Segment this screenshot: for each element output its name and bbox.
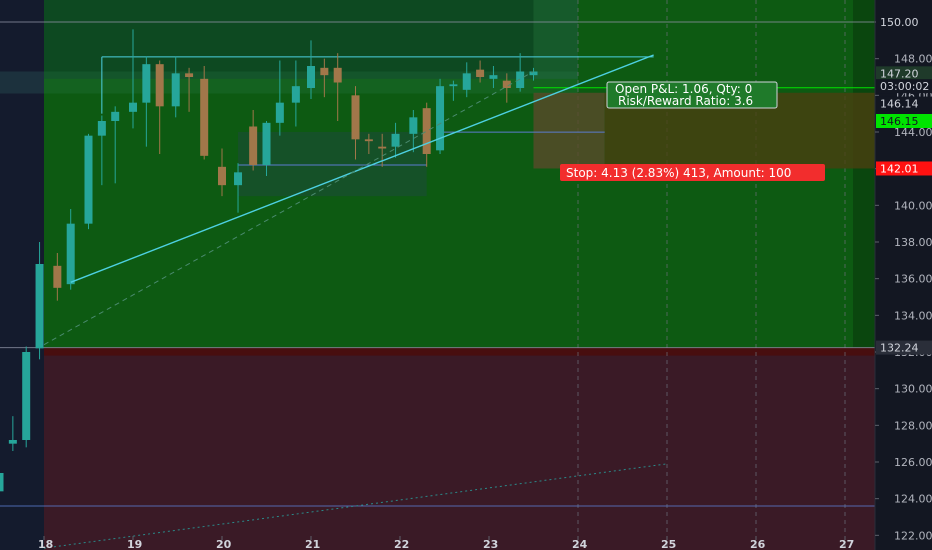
date-tick-label: 25 xyxy=(661,538,676,550)
price-tick-label: 144.00 xyxy=(894,126,932,139)
date-tick-label: 22 xyxy=(394,538,409,550)
candle-body xyxy=(129,102,137,112)
candle-body xyxy=(489,75,498,79)
left-band xyxy=(0,71,44,94)
trendline[interactable] xyxy=(70,54,654,283)
candle-body xyxy=(333,67,342,83)
price-label-bg xyxy=(876,340,932,355)
candle-body xyxy=(66,223,75,285)
candle-body xyxy=(200,78,209,156)
price-label-bg xyxy=(876,96,932,111)
price-tick-label: 122.00 xyxy=(894,529,932,542)
price-tick-label: 136.00 xyxy=(894,273,932,286)
candle-body xyxy=(320,67,329,76)
date-tick-label: 19 xyxy=(127,538,142,550)
price-tick-label: 140.00 xyxy=(894,199,932,212)
candle-body xyxy=(185,73,194,77)
candle-body xyxy=(516,71,525,88)
price-label-bg xyxy=(876,114,932,128)
candle-body xyxy=(0,473,4,492)
date-tick-label: 24 xyxy=(572,538,588,550)
candle-body xyxy=(378,146,387,149)
range-box-highlight xyxy=(533,0,578,79)
candle-body xyxy=(22,352,31,440)
trendline[interactable] xyxy=(43,71,534,346)
position-risk-area[interactable] xyxy=(533,92,605,169)
price-label: 132.24 xyxy=(880,342,919,355)
candle-body xyxy=(249,126,258,165)
price-axis[interactable]: 122.00124.00126.00128.00130.00132.00134.… xyxy=(874,0,932,550)
price-label: 142.01 xyxy=(880,162,919,175)
price-label: 146.15 xyxy=(880,115,919,128)
pnl-label-box xyxy=(606,81,778,109)
candle-body xyxy=(391,133,400,147)
price-label: 146.14 xyxy=(880,98,919,111)
price-label-bg xyxy=(876,161,932,176)
right-strip xyxy=(853,0,875,348)
price-label: 147.20 xyxy=(880,67,919,80)
price-label-bg xyxy=(876,79,932,94)
candle-body xyxy=(529,71,538,76)
price-tick-label: 134.00 xyxy=(894,309,932,322)
price-label-bg xyxy=(876,66,932,81)
grid-lines xyxy=(0,0,875,550)
rr-label: Risk/Reward Ratio: 3.6 xyxy=(618,94,753,108)
candle-body xyxy=(364,139,373,142)
candle-body xyxy=(291,86,300,103)
trendlines[interactable] xyxy=(43,54,668,549)
date-tick-label: 21 xyxy=(305,538,320,550)
candle-body xyxy=(262,122,271,165)
price-label: 03:00:02 xyxy=(880,80,929,93)
price-tick-label: 138.00 xyxy=(894,236,932,249)
date-tick-label: 23 xyxy=(483,538,498,550)
candle-body xyxy=(218,166,226,186)
price-tick-label: 148.00 xyxy=(894,53,932,66)
candle-body xyxy=(462,73,471,90)
price-tick-label: 130.00 xyxy=(894,383,932,396)
candle-body xyxy=(155,64,164,107)
candle-body xyxy=(35,264,44,349)
candle-body xyxy=(142,64,151,103)
price-tick-label: 126.00 xyxy=(894,456,932,469)
candle-body xyxy=(351,95,360,140)
candle-body xyxy=(97,121,106,136)
candle-body xyxy=(422,108,431,154)
date-tick-label: 20 xyxy=(216,538,232,550)
candle-body xyxy=(111,111,120,121)
candle-body xyxy=(449,84,458,87)
candle-body xyxy=(476,69,485,77)
candle-body xyxy=(436,86,445,151)
candle-body xyxy=(53,265,62,288)
price-label: 150.00 xyxy=(880,16,919,29)
range-box-top xyxy=(44,0,534,79)
stop-label: Stop: 4.13 (2.83%) 413, Amount: 100 xyxy=(566,166,791,180)
date-tick-label: 18 xyxy=(38,538,53,550)
stop-zone-edge xyxy=(44,347,875,356)
date-tick-label: 27 xyxy=(839,538,854,550)
candle-body xyxy=(275,102,284,123)
candle-body xyxy=(171,73,180,107)
date-axis[interactable]: 18 19 20 21 22 23 24 25 26 27 xyxy=(38,536,854,550)
stop-zone xyxy=(44,347,875,550)
candle-body xyxy=(409,117,418,134)
pnl-label: Open P&L: 1.06, Qty: 0 xyxy=(615,82,752,96)
price-tick-label: 128.00 xyxy=(894,419,932,432)
candle-body xyxy=(8,440,17,444)
candle-body xyxy=(502,80,511,88)
stop-label-box xyxy=(560,164,825,181)
price-label-bg xyxy=(876,15,932,29)
candle-body xyxy=(234,172,243,186)
candle-body xyxy=(84,135,93,224)
candle-body xyxy=(307,66,315,88)
price-tick-label: 124.00 xyxy=(894,493,932,506)
date-tick-label: 26 xyxy=(750,538,766,550)
candles xyxy=(0,29,538,492)
